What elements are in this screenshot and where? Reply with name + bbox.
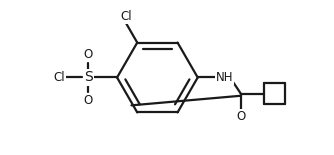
- Text: Cl: Cl: [54, 71, 65, 84]
- Text: S: S: [84, 71, 93, 84]
- Text: O: O: [84, 49, 93, 61]
- Text: Cl: Cl: [120, 11, 132, 24]
- Text: NH: NH: [216, 71, 233, 84]
- Text: O: O: [236, 110, 245, 123]
- Text: O: O: [84, 94, 93, 106]
